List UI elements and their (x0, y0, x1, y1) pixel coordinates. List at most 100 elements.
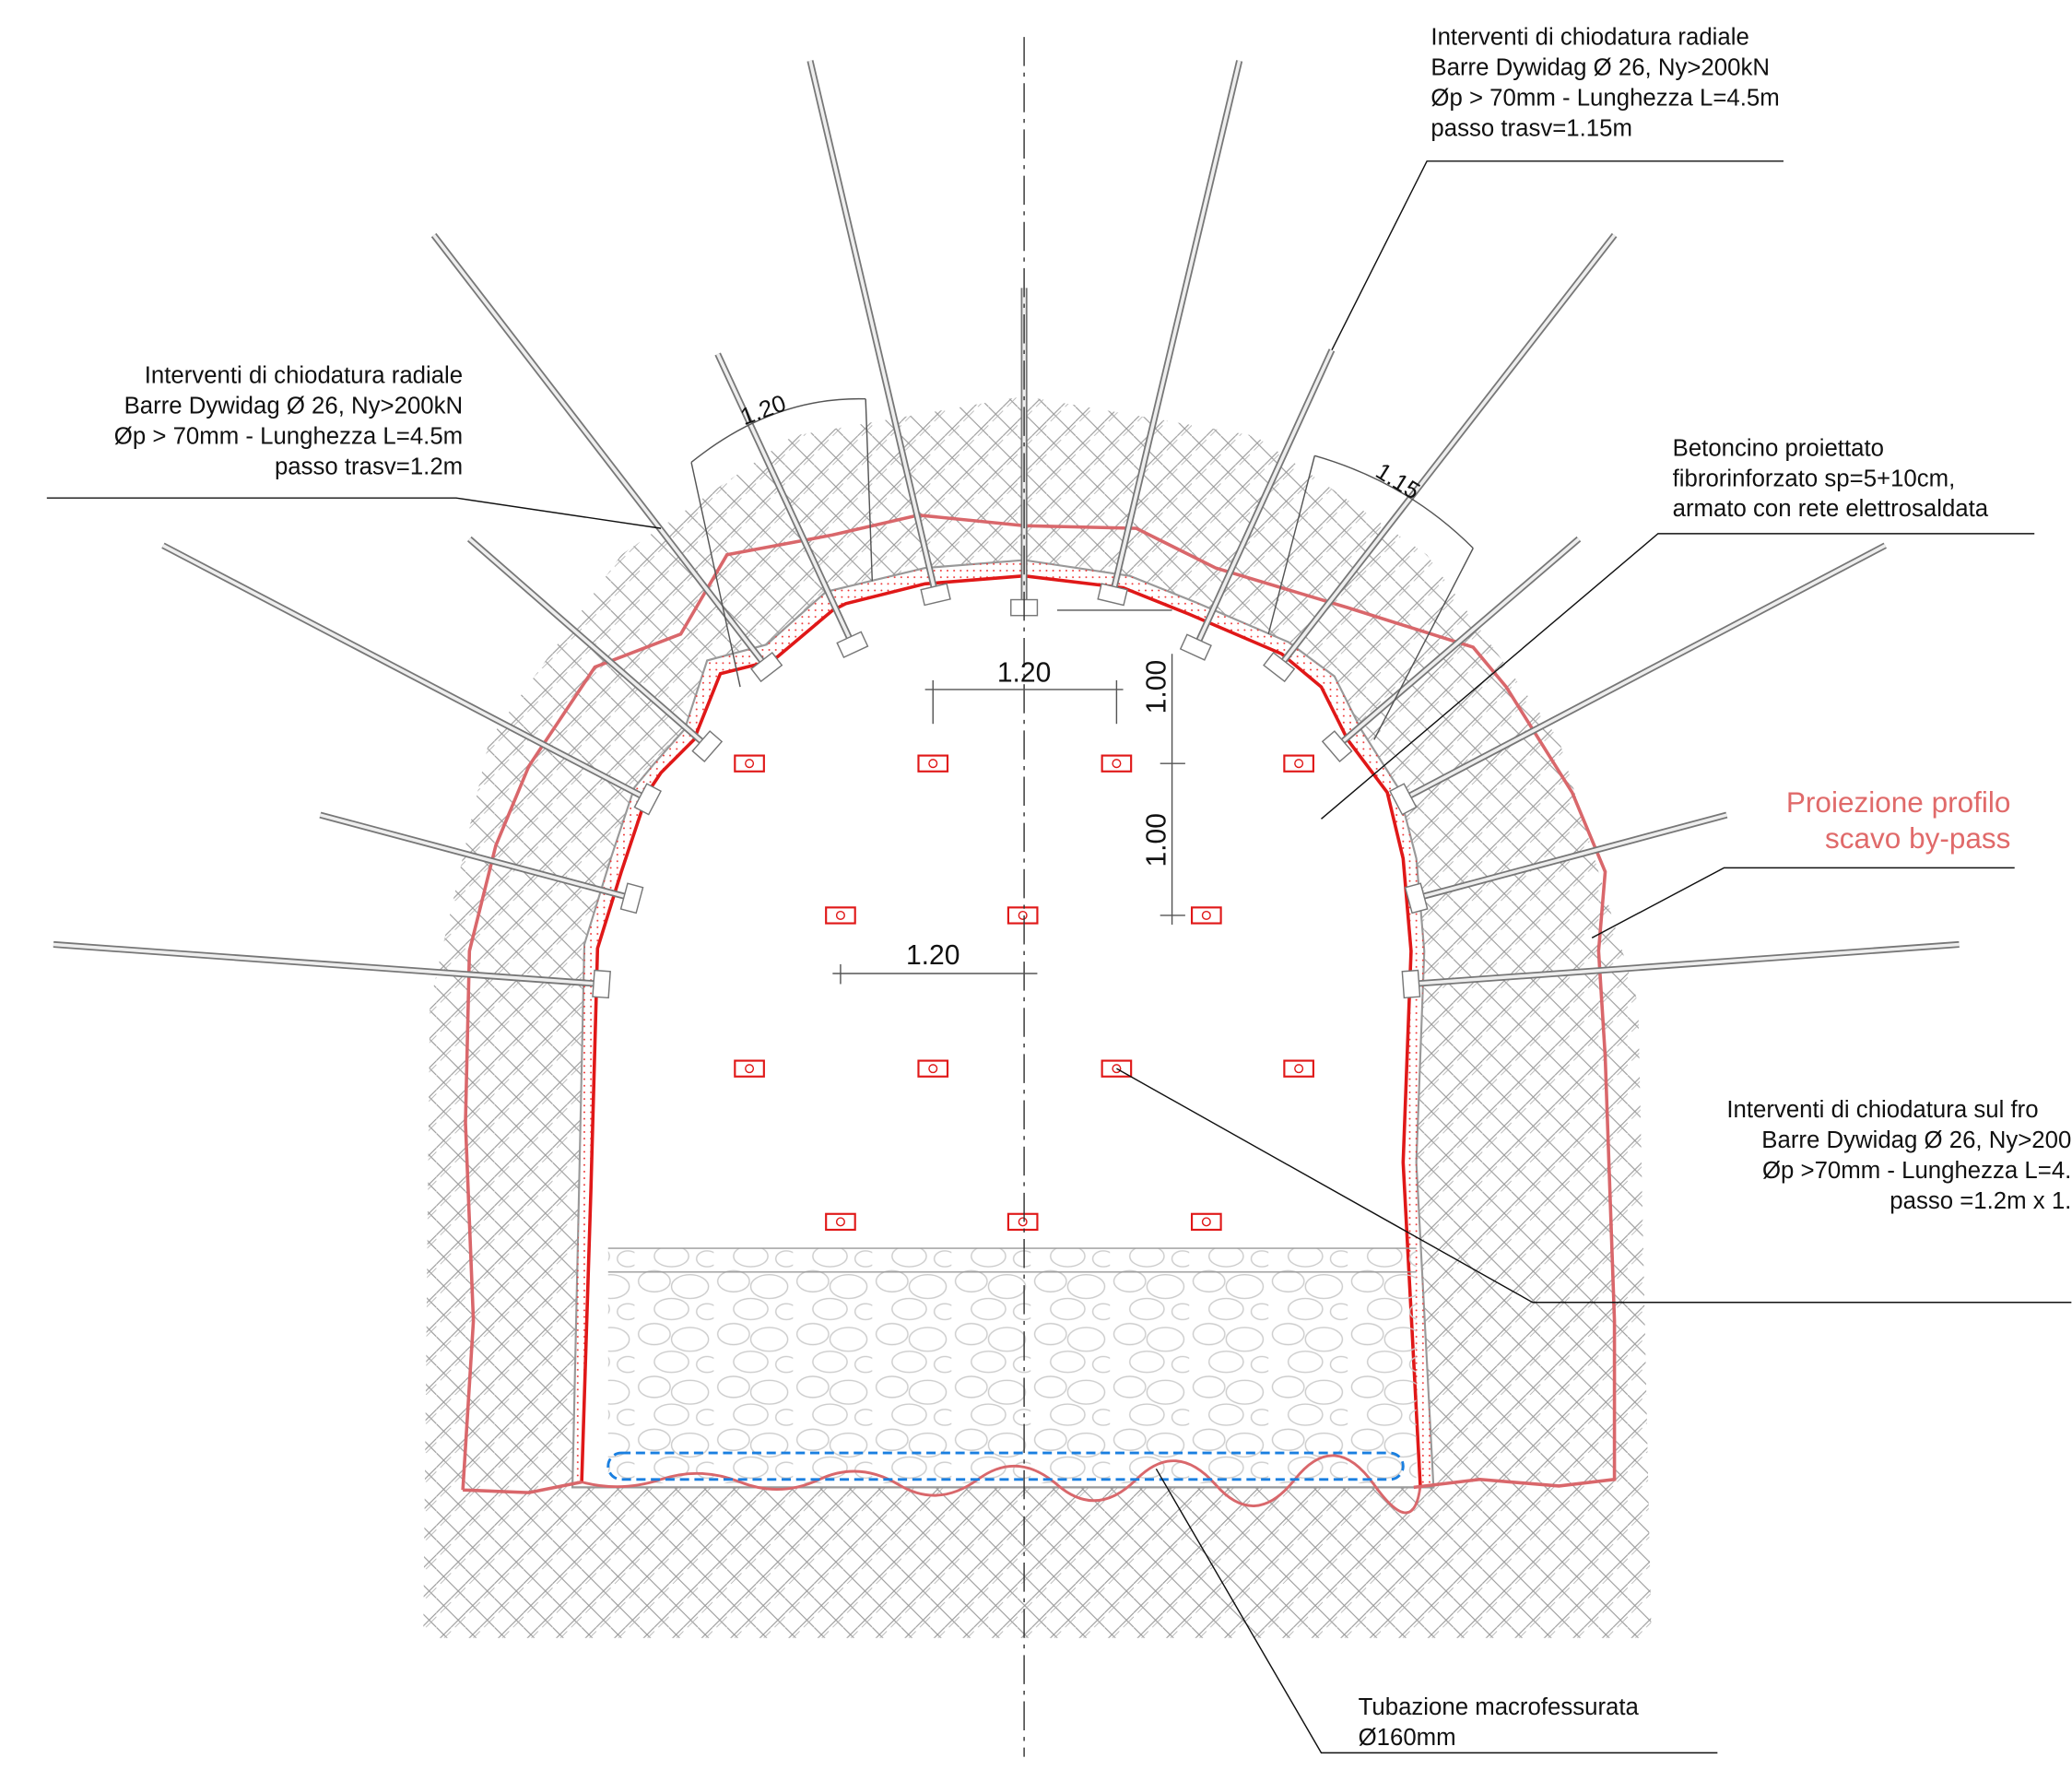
bolt-plate (750, 652, 783, 683)
bottom-profile (581, 1454, 1422, 1515)
bolt-plate (619, 882, 644, 914)
dimension-lines (690, 397, 1474, 985)
leader (1331, 160, 1784, 351)
face-nail (734, 1059, 765, 1078)
dim-label: 1.00 (1141, 660, 1171, 714)
bolt-core (1277, 233, 1616, 668)
callout-text: Interventi di chiodatura radiale (145, 363, 463, 389)
face-nail-center (1112, 1064, 1122, 1074)
bolt-core (716, 353, 854, 645)
face-nail (734, 754, 765, 773)
bolt-plate (1404, 882, 1429, 914)
callout-text: Barre Dywidag Ø 26, Ny>200kN (124, 393, 464, 419)
face-nail-center (745, 759, 755, 769)
bolt-plate (1179, 633, 1212, 661)
face-nail-center (928, 759, 938, 769)
lining (580, 573, 1422, 1487)
callout-text: Ø160mm (1359, 1725, 1456, 1751)
dim-tick (690, 462, 741, 688)
bolt-plate (1389, 783, 1418, 816)
face-nail-center (928, 1064, 938, 1074)
leader (1321, 533, 2035, 820)
bolt-core (1111, 60, 1242, 596)
bolt-core (1336, 537, 1581, 748)
face-nail (1191, 906, 1222, 925)
dim-tick (1267, 455, 1316, 634)
callout-text: scavo by-pass (1825, 821, 2010, 855)
drain-pipe (606, 1451, 1405, 1481)
bolt-core (53, 942, 602, 986)
callout-text: Øp > 70mm - Lunghezza L=4.5m (114, 423, 463, 449)
bolt-plate (592, 969, 611, 999)
face-nail (825, 906, 856, 925)
face-nail (1283, 754, 1314, 773)
dim-label: 1.20 (997, 657, 1052, 688)
callout-text: Barre Dywidag Ø 26, Ny>200kN (1430, 55, 1770, 81)
dim-label: 1.00 (1141, 813, 1171, 867)
leader (1591, 867, 2015, 938)
face-nail-center (835, 910, 845, 920)
bolt-core (1194, 348, 1334, 648)
dim-label: 1.20 (737, 391, 790, 431)
face-nail-center (1294, 759, 1304, 769)
bolt-plate (1097, 583, 1128, 607)
face-nail-center (1018, 910, 1028, 920)
callout-text: passo =1.2m x 1. (1890, 1188, 2071, 1214)
callout-text: passo trasv=1.2m (275, 454, 463, 479)
face-nail-center (1294, 1064, 1304, 1074)
bolt-plate (1263, 651, 1296, 683)
bolt-plate (1321, 730, 1353, 763)
face-nail-center (1112, 759, 1122, 769)
face-nail (1007, 1212, 1039, 1232)
bolt-plate (1401, 969, 1421, 999)
dim-tick (1373, 548, 1474, 740)
face-nail (1007, 906, 1039, 925)
bolt-plate (836, 631, 869, 659)
bolt-plate (691, 730, 724, 763)
face-nail-center (1018, 1217, 1028, 1227)
face-nail (1191, 1212, 1222, 1232)
face-nail (1101, 754, 1133, 773)
bolt-core (1410, 942, 1960, 986)
leaders (46, 160, 2072, 1754)
bolt-core (808, 60, 937, 596)
callout-text: Barre Dywidag Ø 26, Ny>200 (1761, 1127, 2071, 1153)
dim-label: 1.15 (1372, 458, 1424, 504)
callout-text: Interventi di chiodatura sul fro (1726, 1097, 2038, 1123)
callout-text: Interventi di chiodatura radiale (1430, 25, 1748, 51)
callout-text: fibrorinforzato sp=5+10cm, (1673, 466, 1956, 491)
dim-arc (690, 397, 866, 464)
projection-profile (461, 513, 1617, 1494)
face-nail-center (745, 1064, 755, 1074)
face-nail-center (1201, 910, 1211, 920)
bolt-core (162, 544, 649, 801)
face-nail (917, 1059, 949, 1078)
dim-arc (1314, 454, 1474, 549)
bolt-core (1416, 813, 1727, 901)
callout-text: Øp >70mm - Lunghezza L=4. (1762, 1158, 2071, 1184)
callout-text: armato con rete elettrosaldata (1673, 496, 1989, 522)
bolt-core (468, 537, 709, 748)
dim-tick (865, 398, 874, 582)
bolt-core (319, 813, 633, 901)
bolt-plate (920, 583, 951, 607)
invert-fill (607, 1248, 1417, 1484)
leader (1155, 1468, 1718, 1754)
dim-label: 1.20 (906, 940, 960, 971)
face-nail (825, 1212, 856, 1232)
bolt-core (432, 233, 769, 668)
face-nail-center (1201, 1217, 1211, 1227)
callout-text: Tubazione macrofessurata (1359, 1694, 1640, 1720)
face-nail (1283, 1059, 1314, 1078)
leader (46, 497, 662, 529)
callout-text: Øp > 70mm - Lunghezza L=4.5m (1430, 86, 1779, 112)
callout-text: Proiezione profilo (1786, 785, 2011, 819)
bolt-plate (633, 783, 662, 816)
face-nail-center (835, 1217, 845, 1227)
bolt-core (1402, 544, 1887, 801)
face-nail (917, 754, 949, 773)
callout-text: Betoncino proiettato (1673, 435, 1884, 461)
callout-text: passo trasv=1.15m (1430, 116, 1632, 142)
